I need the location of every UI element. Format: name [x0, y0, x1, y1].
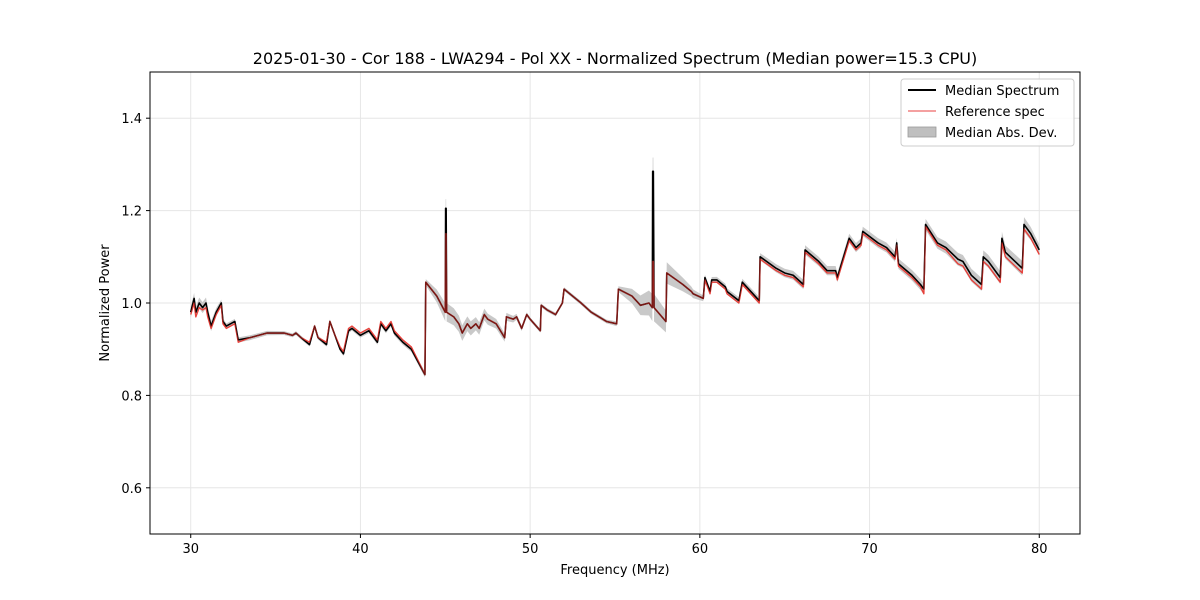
y-tick-label: 0.8 — [121, 389, 142, 404]
x-tick-label: 70 — [861, 542, 878, 557]
reference-spec-line — [190, 226, 1040, 376]
grid — [150, 72, 1080, 534]
legend-mad-label: Median Abs. Dev. — [945, 126, 1057, 141]
x-tick-label: 40 — [352, 542, 369, 557]
x-tick-label: 50 — [522, 542, 539, 557]
legend-box — [900, 78, 1075, 147]
legend-reference-label: Reference spec — [945, 105, 1045, 120]
y-tick-label: 0.6 — [121, 482, 142, 497]
mad-band-layer — [190, 157, 1040, 378]
chart-title: 2025-01-30 - Cor 188 - LWA294 - Pol XX -… — [253, 49, 977, 68]
y-tick-label: 1.2 — [121, 205, 142, 220]
median-spectrum-overlay — [190, 170, 1040, 376]
x-tick-label: 80 — [1031, 542, 1048, 557]
x-tick-label: 60 — [692, 542, 709, 557]
x-tick-label: 30 — [182, 542, 199, 557]
mad-band — [190, 157, 1040, 378]
legend: Median Spectrum Reference spec Median Ab… — [900, 78, 1075, 147]
y-tick-label: 1.0 — [121, 297, 142, 312]
x-axis-label: Frequency (MHz) — [560, 563, 669, 578]
legend-median-label: Median Spectrum — [945, 84, 1059, 99]
x-axis-ticks: 30 40 50 60 70 80 — [182, 534, 1048, 557]
legend-mad-swatch — [907, 126, 937, 138]
y-tick-label: 1.4 — [121, 112, 142, 127]
series-lines — [189, 170, 1040, 376]
y-axis-label: Normalized Power — [98, 244, 113, 362]
y-axis-ticks: 0.6 0.8 1.0 1.2 1.4 — [121, 112, 150, 497]
